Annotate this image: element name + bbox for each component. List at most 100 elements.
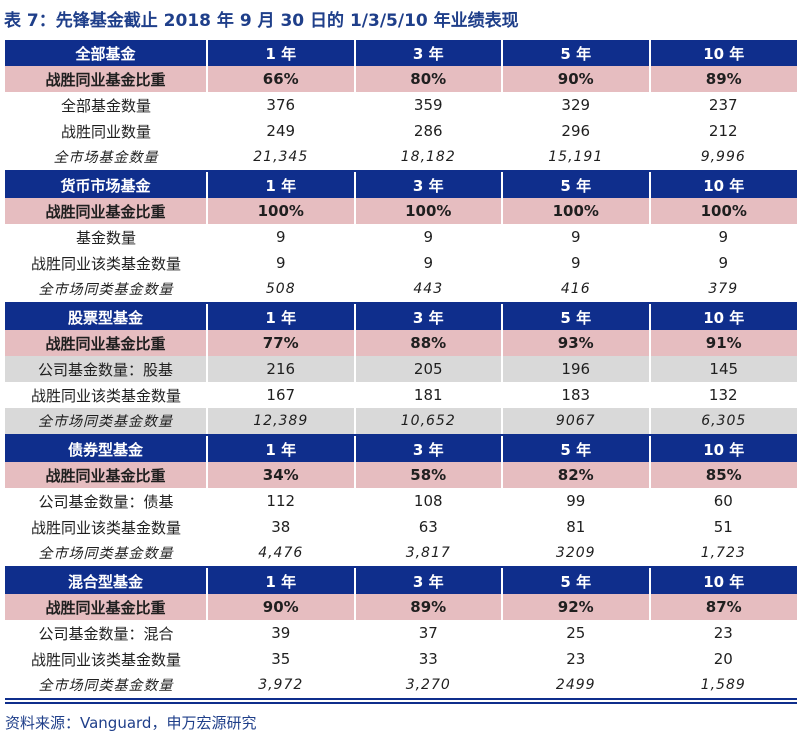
value-cell: 21,345 [207, 144, 355, 172]
period-header: 10 年 [649, 567, 797, 594]
value-cell: 18,182 [354, 144, 502, 172]
row-label: 战胜同业基金比重 [5, 594, 208, 620]
value-cell: 9 [649, 250, 797, 276]
table-row: 全市场同类基金数量 508 443 416 379 [5, 276, 797, 304]
table-row: 全市场同类基金数量 3,972 3,270 2499 1,589 [5, 672, 797, 700]
value-cell: 9 [354, 250, 502, 276]
win-ratio-row: 战胜同业基金比重 90% 89% 92% 87% [5, 594, 797, 620]
win-ratio-row: 战胜同业基金比重 77% 88% 93% 91% [5, 330, 797, 356]
value-cell: 91% [649, 330, 797, 356]
value-cell: 286 [354, 118, 502, 144]
period-header: 3 年 [354, 39, 503, 66]
value-cell: 39 [207, 620, 355, 646]
period-header: 1 年 [207, 171, 356, 198]
value-cell: 145 [649, 356, 797, 382]
value-cell: 88% [354, 330, 503, 356]
value-cell: 132 [649, 382, 797, 408]
value-cell: 60 [649, 488, 797, 514]
value-cell: 82% [502, 462, 651, 488]
value-cell: 9 [207, 224, 355, 250]
section-title: 混合型基金 [5, 567, 208, 594]
value-cell: 9,996 [649, 144, 797, 172]
value-cell: 100% [649, 198, 797, 224]
table-title: 表 7：先锋基金截止 2018 年 9 月 30 日的 1/3/5/10 年业绩… [4, 11, 519, 31]
table-row: 全部基金数量 376 359 329 237 [5, 92, 797, 118]
source-note: 资料来源：Vanguard，申万宏源研究 [5, 714, 257, 732]
value-cell: 296 [502, 118, 650, 144]
value-cell: 329 [502, 92, 650, 118]
table-row: 基金数量 9 9 9 9 [5, 224, 797, 250]
value-cell: 508 [207, 276, 355, 304]
table-row: 公司基金数量：股基 216 205 196 145 [5, 356, 797, 382]
value-cell: 205 [354, 356, 503, 382]
row-label: 战胜同业该类基金数量 [5, 646, 207, 672]
table-row: 全市场同类基金数量 12,389 10,652 9067 6,305 [5, 408, 797, 436]
table-row: 战胜同业该类基金数量 38 63 81 51 [5, 514, 797, 540]
value-cell: 3,817 [354, 540, 502, 568]
table-row: 全市场同类基金数量 4,476 3,817 3209 1,723 [5, 540, 797, 568]
win-ratio-row: 战胜同业基金比重 100% 100% 100% 100% [5, 198, 797, 224]
value-cell: 23 [502, 646, 650, 672]
value-cell: 25 [502, 620, 650, 646]
value-cell: 89% [649, 66, 797, 92]
section-title: 债券型基金 [5, 435, 208, 462]
value-cell: 376 [207, 92, 355, 118]
value-cell: 212 [649, 118, 797, 144]
table-row: 全市场基金数量 21,345 18,182 15,191 9,996 [5, 144, 797, 172]
value-cell: 9067 [502, 408, 651, 436]
row-label: 公司基金数量：股基 [5, 356, 208, 382]
value-cell: 51 [649, 514, 797, 540]
value-cell: 1,723 [649, 540, 797, 568]
value-cell: 77% [207, 330, 356, 356]
row-label: 战胜同业该类基金数量 [5, 382, 207, 408]
value-cell: 9 [649, 224, 797, 250]
value-cell: 58% [354, 462, 503, 488]
period-header: 1 年 [207, 303, 356, 330]
period-header: 10 年 [649, 171, 797, 198]
value-cell: 20 [649, 646, 797, 672]
value-cell: 443 [354, 276, 502, 304]
section-title: 股票型基金 [5, 303, 208, 330]
row-label: 全市场同类基金数量 [5, 540, 207, 568]
row-label: 战胜同业基金比重 [5, 198, 208, 224]
value-cell: 379 [649, 276, 797, 304]
period-header: 3 年 [354, 435, 503, 462]
value-cell: 4,476 [207, 540, 355, 568]
period-header: 1 年 [207, 39, 356, 66]
period-header: 5 年 [502, 435, 651, 462]
row-label: 战胜同业数量 [5, 118, 207, 144]
period-header: 3 年 [354, 171, 503, 198]
table-row: 公司基金数量：混合 39 37 25 23 [5, 620, 797, 646]
value-cell: 34% [207, 462, 356, 488]
value-cell: 216 [207, 356, 356, 382]
value-cell: 108 [354, 488, 502, 514]
value-cell: 3,972 [207, 672, 355, 700]
table-row: 战胜同业该类基金数量 167 181 183 132 [5, 382, 797, 408]
table-row: 战胜同业该类基金数量 35 33 23 20 [5, 646, 797, 672]
value-cell: 35 [207, 646, 355, 672]
value-cell: 3209 [502, 540, 650, 568]
value-cell: 237 [649, 92, 797, 118]
value-cell: 416 [502, 276, 650, 304]
row-label: 公司基金数量：债基 [5, 488, 207, 514]
section-title: 货币市场基金 [5, 171, 208, 198]
value-cell: 196 [502, 356, 651, 382]
value-cell: 93% [502, 330, 651, 356]
table-row: 公司基金数量：债基 112 108 99 60 [5, 488, 797, 514]
value-cell: 15,191 [502, 144, 650, 172]
period-header: 5 年 [502, 171, 651, 198]
value-cell: 2499 [502, 672, 650, 700]
period-header: 1 年 [207, 435, 356, 462]
value-cell: 100% [207, 198, 356, 224]
row-label: 全市场同类基金数量 [5, 276, 207, 304]
value-cell: 6,305 [649, 408, 797, 436]
value-cell: 10,652 [354, 408, 503, 436]
period-header: 3 年 [354, 303, 503, 330]
value-cell: 23 [649, 620, 797, 646]
value-cell: 92% [502, 594, 651, 620]
